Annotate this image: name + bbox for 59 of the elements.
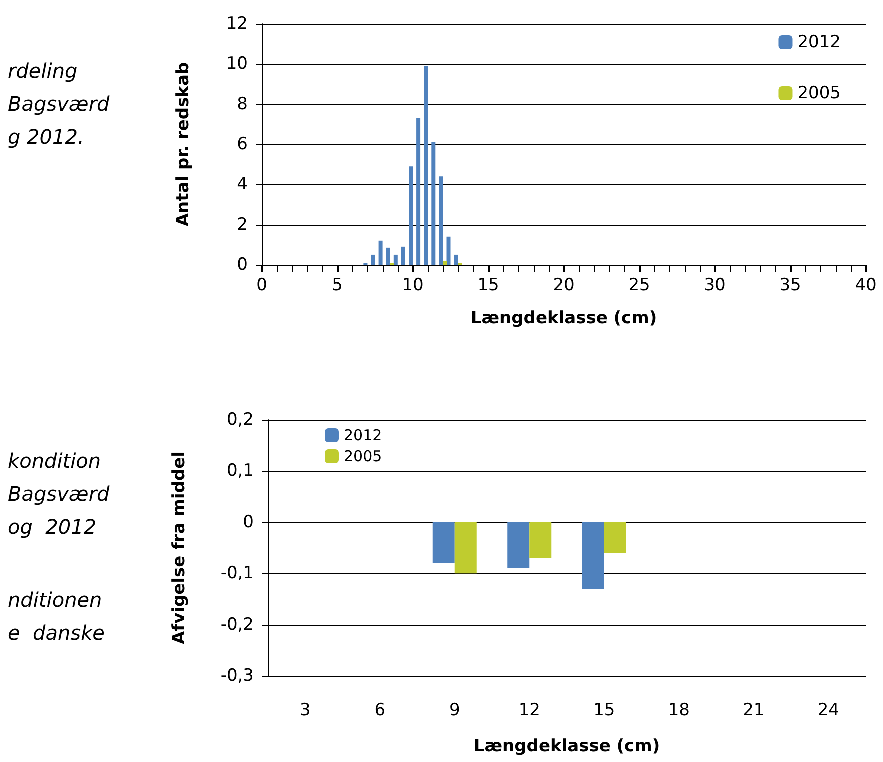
y-axis-title: Afvigelse fra middel	[170, 452, 190, 644]
text: og 2012	[8, 515, 97, 539]
x-axis-title: Længdeklasse (cm)	[474, 736, 660, 756]
x-tick-label: 6	[374, 700, 386, 720]
legend-label: 2012	[344, 426, 382, 444]
y-tick-label: 0	[237, 255, 248, 275]
text: Bagsværd	[8, 482, 110, 506]
x-tick-label: 5	[332, 276, 343, 296]
x-tick-label: 15	[478, 276, 500, 296]
x-tick-label: 20	[553, 276, 575, 296]
x-tick-label: 30	[704, 276, 726, 296]
x-tick-label: 9	[449, 700, 460, 720]
bar	[432, 142, 436, 265]
x-tick-label: 35	[780, 276, 802, 296]
bar	[454, 254, 458, 265]
y-axis-title: Antal pr. redskab	[174, 62, 194, 227]
y-tick-label: 2	[237, 214, 248, 235]
x-tick-label: 21	[743, 700, 765, 720]
y-tick-label: 8	[237, 94, 248, 114]
text: e danske	[8, 621, 105, 645]
text: kondition	[8, 449, 102, 473]
bar	[424, 66, 428, 265]
x-axis-title: Længdeklasse (cm)	[470, 308, 658, 328]
legend-label: 2005	[344, 448, 382, 466]
y-tick-label: 4	[237, 174, 248, 195]
bar	[443, 260, 448, 265]
text: rdeling	[8, 59, 78, 83]
x-tick-label: 18	[668, 700, 690, 720]
legend-label: 2012	[798, 32, 841, 52]
bar	[446, 236, 451, 265]
bar	[386, 248, 390, 265]
text: g 2012.	[8, 125, 84, 149]
y-tick-label: 10	[226, 54, 248, 74]
bar	[409, 166, 413, 265]
x-tick-label: 3	[300, 700, 311, 720]
x-tick-label: 10	[402, 276, 424, 296]
bar	[394, 254, 398, 265]
bar	[416, 118, 421, 265]
x-tick-label: 12	[518, 700, 540, 720]
x-tick-label: 24	[818, 700, 840, 720]
y-tick-label: 0,2	[226, 410, 254, 430]
y-tick-label: 6	[237, 134, 248, 154]
x-tick-label: 40	[855, 276, 877, 296]
y-tick-label: -0,1	[220, 564, 254, 584]
text: nditionen	[8, 588, 102, 612]
y-tick-label: 0	[243, 512, 254, 532]
x-tick-label: 0	[256, 276, 268, 296]
y-tick-label: 0,1	[226, 461, 254, 482]
x-tick-label: 25	[628, 276, 650, 296]
bar	[371, 254, 376, 265]
bar	[401, 246, 406, 265]
bar	[378, 240, 383, 265]
bar	[439, 176, 444, 265]
y-tick-label: -0,2	[220, 614, 254, 635]
x-tick-label: 15	[594, 700, 616, 720]
y-tick-label: 12	[226, 14, 248, 34]
text: Bagsværd	[8, 92, 110, 116]
y-tick-label: -0,3	[220, 666, 254, 686]
legend-label: 2005	[798, 84, 841, 104]
